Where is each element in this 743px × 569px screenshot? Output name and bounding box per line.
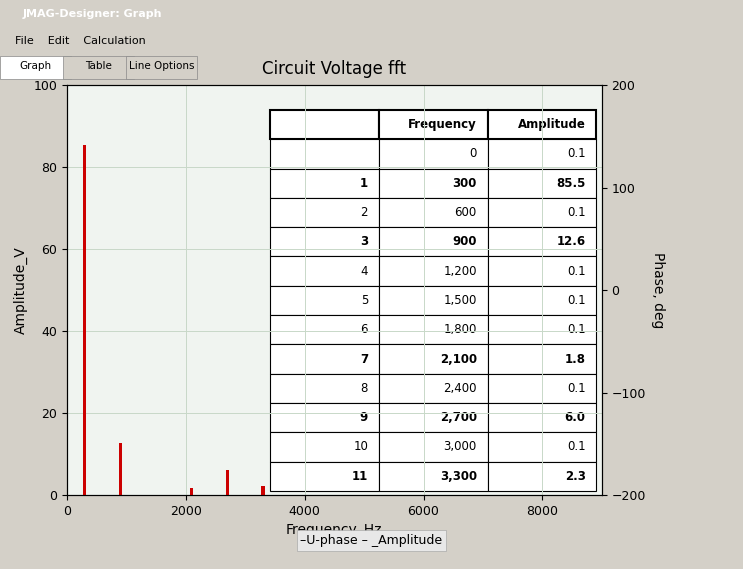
FancyBboxPatch shape [0,56,71,79]
Bar [226,471,229,495]
FancyBboxPatch shape [126,56,197,79]
Bar [262,485,265,495]
Text: File    Edit    Calculation: File Edit Calculation [15,36,146,46]
Bar [83,145,86,495]
X-axis label: Frequency_Hz: Frequency_Hz [286,523,383,537]
Y-axis label: Amplitude_V: Amplitude_V [13,246,27,334]
Y-axis label: Phase, deg: Phase, deg [652,252,666,328]
Text: –U-phase – _Amplitude: –U-phase – _Amplitude [300,534,443,547]
Text: Line Options: Line Options [129,61,195,71]
Bar [190,488,193,495]
Text: JMAG-Designer: Graph: JMAG-Designer: Graph [22,9,162,19]
FancyBboxPatch shape [63,56,134,79]
Text: Graph: Graph [19,61,51,71]
Title: Circuit Voltage fft: Circuit Voltage fft [262,60,406,79]
Bar [119,443,122,495]
Text: Table: Table [85,61,112,71]
